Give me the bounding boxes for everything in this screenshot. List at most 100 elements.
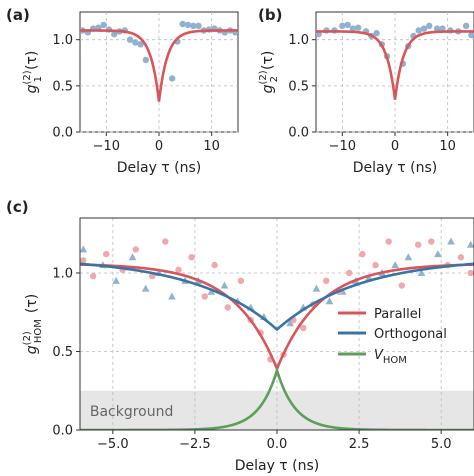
panel-c-xtick-label-0: −5.0 [97, 437, 129, 452]
data-point-parallel [80, 257, 87, 264]
panel-b-ylabel-sup: (2) [258, 70, 269, 84]
panel-c-xtick-label-2: 0.0 [267, 437, 288, 452]
data-point-b [433, 25, 441, 32]
panel-b-ytick-label-0: 0.0 [288, 126, 309, 141]
data-point-parallel [385, 238, 392, 245]
panel-a-ylabel-sup: (2) [22, 70, 33, 84]
data-point-orthogonal [466, 240, 474, 248]
data-point-b [468, 31, 474, 39]
data-point-a [142, 56, 150, 64]
panel-c-ylabel-sub: HOM [33, 319, 44, 343]
panel-a-ylabel-tail: (τ) [24, 51, 40, 70]
panel-c-ylabel-tail: (τ) [24, 294, 40, 313]
data-point-parallel [323, 277, 330, 285]
data-point-parallel [89, 272, 97, 280]
data-point-a [137, 41, 144, 48]
data-point-parallel [211, 261, 218, 269]
data-point-b [339, 22, 346, 30]
data-point-parallel [201, 293, 208, 300]
panel-a-xtick-label-0: −10 [93, 139, 120, 154]
data-point-a [190, 22, 197, 30]
data-point-orthogonal [325, 297, 334, 305]
data-point-orthogonal [112, 276, 120, 284]
panel-a-marks [80, 20, 238, 102]
panel-b-xlabel: Delay τ (ns) [353, 160, 438, 176]
data-point-parallel [428, 238, 435, 245]
panel-b-marks [316, 21, 474, 100]
data-point-orthogonal [80, 245, 88, 253]
data-point-orthogonal [128, 253, 137, 261]
data-point-b [354, 24, 362, 31]
data-point-parallel [162, 238, 169, 245]
panel-b-plot: −10 0 10 0.0 0.5 1.0 [288, 12, 474, 154]
panel-c-ylabel-sup: (2) [22, 331, 33, 345]
panel-b-ylabel-tail: (τ) [260, 51, 276, 70]
fit-curve-b [316, 30, 474, 100]
data-point-orthogonal [391, 261, 399, 269]
legend-label-vhom: VHOM [374, 348, 407, 366]
data-point-orthogonal [141, 284, 150, 292]
fit-curve-orthogonal [80, 262, 474, 332]
panel-a-ylabel-main: g [24, 84, 40, 93]
data-point-b [426, 22, 433, 30]
data-point-b [415, 27, 422, 34]
panel-a: −10 0 10 0.0 0.5 1.0 (a) Delay τ (ns) g(2)1 (τ… [6, 6, 239, 176]
panel-c-frame [79, 217, 474, 431]
data-point-b [373, 30, 380, 37]
data-point-parallel [224, 304, 231, 311]
data-point-parallel [414, 241, 422, 248]
panel-a-xlabel: Delay τ (ns) [117, 160, 202, 176]
fit-curve-a [80, 29, 238, 102]
panel-b-xtick-label-1: 0 [391, 139, 399, 154]
panel-a-xtick-label-1: 0 [155, 139, 163, 154]
data-point-b [349, 25, 357, 32]
data-point-orthogonal [286, 319, 294, 327]
data-point-parallel [467, 269, 474, 277]
legend-label-parallel: Parallel [374, 307, 421, 322]
data-point-orthogonal [207, 287, 216, 295]
panel-c-ylabel-main: g [24, 345, 40, 354]
panel-c-label: (c) [6, 198, 29, 216]
panel-c-ytick-label-2: 1.0 [52, 266, 73, 281]
panel-b-ylabel: g(2)2 (τ) [258, 51, 280, 94]
data-point-parallel [372, 261, 379, 269]
panel-a-plot: −10 0 10 0.0 0.5 1.0 [52, 12, 238, 154]
panel-b: −10 0 10 0.0 0.5 1.0 (b) Delay τ (ns) g(2)2 (τ… [258, 6, 474, 176]
panel-b-label: (b) [258, 6, 282, 24]
panel-a-label: (a) [6, 6, 30, 24]
data-point-orthogonal [220, 281, 229, 289]
data-point-orthogonal [434, 250, 442, 258]
panel-a-ytick-label-2: 1.0 [52, 33, 73, 48]
panel-c-xtick-label-3: 2.5 [349, 437, 370, 452]
panel-b-ylabel-main: g [260, 84, 276, 93]
panel-c-ytick-label-0: 0.0 [52, 424, 73, 439]
data-point-parallel [103, 250, 110, 258]
data-point-a [179, 20, 186, 28]
data-point-b [439, 25, 446, 32]
data-point-orthogonal [168, 292, 176, 300]
panel-c-plot: Background −5.0 −2.5 0.0 2.5 5.0 0.0 0.5 1.0 [52, 218, 474, 452]
data-point-a [111, 30, 118, 38]
legend-label-vhom-main: V [374, 348, 384, 363]
data-point-b [420, 25, 428, 32]
panel-a-ylabel: g(2)1 (τ) [22, 51, 44, 94]
panel-b-ylabel-sub: 2 [269, 76, 280, 82]
data-point-a [195, 22, 202, 30]
data-point-a [100, 21, 107, 29]
legend: Parallel Orthogonal VHOM [338, 307, 447, 366]
data-point-orthogonal [365, 273, 373, 281]
data-point-parallel [398, 282, 405, 289]
panel-a-ytick-label-1: 0.5 [52, 79, 73, 94]
legend-label-orthogonal: Orthogonal [374, 327, 447, 342]
panel-c: Background −5.0 −2.5 0.0 2.5 5.0 0.0 0.5 1.0 (c)… [6, 198, 474, 474]
data-point-orthogonal [447, 237, 455, 245]
data-point-parallel [175, 266, 182, 274]
panel-a-ytick-label-0: 0.0 [52, 126, 73, 141]
data-point-orthogonal [312, 284, 321, 292]
data-point-a [132, 39, 139, 46]
panel-c-xtick-label-1: −2.5 [179, 437, 211, 452]
data-point-parallel [132, 246, 140, 253]
panel-c-marks [80, 237, 474, 430]
panel-b-xtick-label-2: 10 [439, 139, 456, 154]
